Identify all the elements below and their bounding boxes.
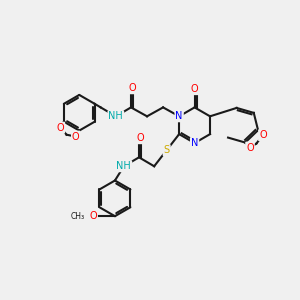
Text: NH: NH: [109, 111, 123, 121]
Text: O: O: [72, 132, 80, 142]
Text: CH₃: CH₃: [71, 212, 85, 221]
Text: O: O: [259, 130, 267, 140]
Text: O: O: [246, 142, 254, 152]
Text: N: N: [176, 111, 183, 121]
Text: N: N: [191, 138, 198, 148]
Text: O: O: [56, 123, 64, 133]
Text: O: O: [136, 133, 144, 143]
Text: O: O: [89, 211, 97, 221]
Text: S: S: [164, 145, 170, 155]
Text: O: O: [128, 83, 136, 93]
Text: NH: NH: [116, 161, 131, 171]
Text: O: O: [191, 84, 198, 94]
